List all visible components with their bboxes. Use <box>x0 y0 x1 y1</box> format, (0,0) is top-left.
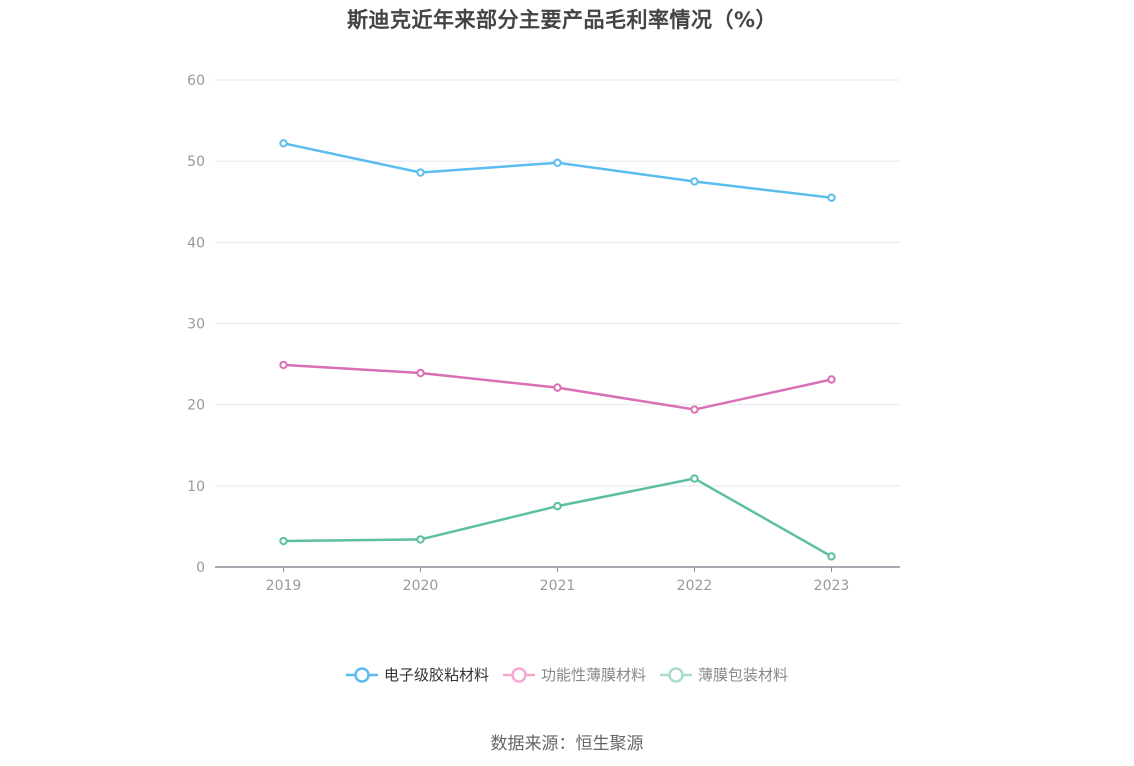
y-tick-label: 60 <box>187 73 205 89</box>
chart-title: 斯迪克近年来部分主要产品毛利率情况（%） <box>346 8 778 32</box>
legend-item-film-packaging[interactable]: 薄膜包装材料 <box>660 664 788 685</box>
y-tick-label: 30 <box>187 317 205 333</box>
legend-label-film-packaging: 薄膜包装材料 <box>698 666 789 684</box>
data-point[interactable] <box>416 368 425 378</box>
data-point[interactable] <box>690 177 699 186</box>
data-point[interactable] <box>827 193 836 202</box>
data-point[interactable] <box>690 474 699 483</box>
x-tick-label: 2023 <box>814 578 850 594</box>
legend-item-electronic-adhesive[interactable]: 电子级胶粘材料 <box>345 664 489 685</box>
legend-label-functional-film: 功能性薄膜材料 <box>540 666 646 684</box>
x-tick-label: 2021 <box>540 578 576 594</box>
legend-item-functional-film[interactable]: 功能性薄膜材料 <box>502 664 646 685</box>
x-tick-label: 2019 <box>266 578 302 594</box>
y-tick-label: 10 <box>187 479 205 495</box>
data-point[interactable] <box>690 405 699 414</box>
data-point[interactable] <box>827 552 836 561</box>
data-point[interactable] <box>279 139 288 148</box>
data-point[interactable] <box>827 375 836 384</box>
x-tick-label: 2020 <box>403 578 439 594</box>
legend-label-electronic-adhesive: 电子级胶粘材料 <box>383 666 489 684</box>
y-tick-label: 0 <box>196 560 205 576</box>
legend: 电子级胶粘材料 功能性薄膜材料 薄膜包装材料 <box>0 664 1134 685</box>
y-tick-label: 50 <box>187 154 205 170</box>
line-chart: 0 10 20 30 40 50 60 2019 2020 2021 2022 2023 <box>187 73 900 594</box>
data-point[interactable] <box>279 536 288 546</box>
data-point[interactable] <box>416 168 425 177</box>
x-tick-label: 2022 <box>677 578 713 594</box>
data-point[interactable] <box>279 360 288 370</box>
gridlines <box>215 79 900 487</box>
legend-marker-functional-film <box>502 666 535 683</box>
data-point[interactable] <box>553 501 562 511</box>
y-tick-label: 20 <box>187 398 205 414</box>
data-source: 数据来源：恒生聚源 <box>490 734 644 754</box>
axes: 0 10 20 30 40 50 60 2019 2020 2021 2022 2023 <box>187 73 900 594</box>
data-point[interactable] <box>553 158 562 167</box>
series-line-2 <box>283 477 833 558</box>
y-tick-label: 40 <box>187 235 205 251</box>
series-line-0 <box>283 142 832 199</box>
data-point[interactable] <box>416 535 425 544</box>
series-lines <box>279 139 836 561</box>
legend-marker-electronic-adhesive <box>345 666 378 683</box>
data-point[interactable] <box>553 383 562 392</box>
legend-marker-film-packaging <box>660 666 692 683</box>
